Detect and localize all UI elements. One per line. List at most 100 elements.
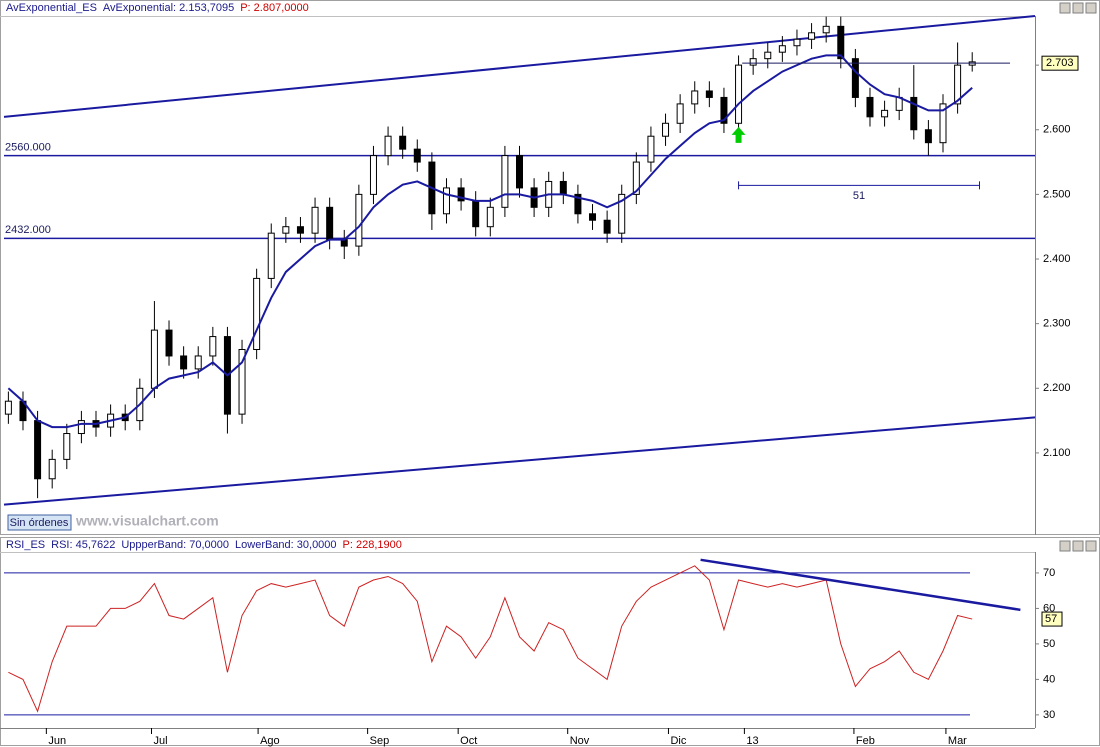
candle-body [676, 103, 684, 124]
header-text: AvExponential: 2.153,7095 [103, 2, 234, 14]
candle-body [735, 64, 743, 124]
y-tick-label: 2.300 [1043, 318, 1071, 330]
candle-body [866, 96, 874, 118]
candle-body [369, 155, 377, 195]
candle-body [63, 433, 71, 460]
candle-body [238, 349, 246, 415]
orders-button[interactable] [7, 514, 72, 531]
minimize-button[interactable] [1059, 2, 1071, 14]
header-text: UppperBand: 70,0000 [121, 539, 229, 551]
y-tick-label: 2.100 [1043, 447, 1071, 459]
y-tick-label: 40 [1043, 673, 1055, 685]
header-text: P: 2.807,0000 [240, 2, 309, 14]
y-tick-label: 2.400 [1043, 253, 1071, 265]
candle-body [501, 155, 509, 208]
candle-body [472, 200, 480, 228]
candle-body [954, 64, 962, 105]
header-text: LowerBand: 30,0000 [235, 539, 337, 551]
header-text: RSI: 45,7622 [51, 539, 115, 551]
candle-body [326, 206, 334, 241]
candle-body [413, 148, 421, 163]
candle-body [486, 206, 494, 228]
x-tick-label: Nov [570, 735, 590, 747]
candle-body [559, 180, 567, 195]
x-tick-label: Jun [48, 735, 66, 747]
candle-body [851, 58, 859, 98]
candle-body [647, 135, 655, 163]
candle-body [77, 420, 85, 435]
candle-body [720, 96, 728, 124]
candle-body [165, 329, 173, 357]
candle-body [209, 336, 217, 357]
y-tick-label: 60 [1043, 602, 1055, 614]
candle-body [778, 45, 786, 53]
candle-body [705, 90, 713, 98]
x-tick-label: Sep [370, 735, 390, 747]
header-text: AvExponential_ES [6, 2, 97, 14]
watermark: www.visualchart.com [75, 513, 219, 529]
last-value-label: 2.703 [1046, 57, 1074, 69]
candle-body [150, 329, 158, 389]
candle-body [618, 193, 626, 234]
candle-body [939, 103, 947, 144]
candle-body [749, 58, 757, 66]
candle-body [632, 161, 640, 195]
price-plot: 2560.000 2432.000 51 [3, 15, 1036, 506]
candle-body [442, 187, 450, 215]
candle-body [355, 193, 363, 247]
last-value-box [1041, 55, 1079, 71]
candle-body [822, 25, 830, 34]
candle-body [296, 226, 304, 234]
x-tick-label: 13 [746, 735, 758, 747]
candle-body [662, 122, 670, 137]
orders-button-label: Sin órdenes [10, 517, 69, 529]
candle-body [924, 129, 932, 144]
candle-body [48, 458, 56, 480]
candle-body [267, 232, 275, 279]
candle-body [457, 187, 465, 202]
candle-body [4, 400, 12, 415]
y-tick-label: 30 [1043, 709, 1055, 721]
header-text: RSI_ES [6, 539, 45, 551]
candle-body [574, 193, 582, 215]
candle-body [837, 25, 845, 60]
y-tick-label: 2.500 [1043, 188, 1071, 200]
candle-body [311, 206, 319, 234]
candle-body [180, 355, 188, 370]
candle-body [603, 219, 611, 234]
level-label: 2432.000 [5, 224, 51, 236]
last-value-box [1041, 611, 1063, 627]
level-label: 2560.000 [5, 142, 51, 154]
candle-body [691, 90, 699, 105]
candle-body [253, 277, 261, 351]
close-button[interactable] [1085, 540, 1097, 552]
candle-body [282, 226, 290, 234]
close-button[interactable] [1085, 2, 1097, 14]
candle-body [516, 155, 523, 189]
y-tick-label: 70 [1043, 567, 1055, 579]
minimize-button[interactable] [1059, 540, 1071, 552]
x-tick-label: Oct [460, 735, 477, 747]
y-tick-label: 2.200 [1043, 382, 1071, 394]
candle-body [384, 135, 392, 157]
trendline [3, 416, 1036, 506]
ema-line [7, 54, 973, 429]
signal-arrow [731, 126, 746, 143]
last-value-label: 57 [1045, 613, 1057, 625]
maximize-button[interactable] [1072, 2, 1084, 14]
measure-label: 51 [853, 190, 865, 202]
y-tick-label: 2.600 [1043, 124, 1071, 136]
maximize-button[interactable] [1072, 540, 1084, 552]
candle-body [808, 32, 816, 40]
candle-body [793, 38, 801, 47]
x-tick-label: Mar [948, 735, 967, 747]
trendline [3, 15, 1036, 118]
candle-body [910, 96, 918, 131]
window-buttons [1059, 2, 1097, 552]
trendline [700, 558, 1021, 612]
x-tick-label: Dic [670, 735, 686, 747]
x-tick-label: Feb [856, 735, 875, 747]
candle-body [881, 109, 889, 118]
